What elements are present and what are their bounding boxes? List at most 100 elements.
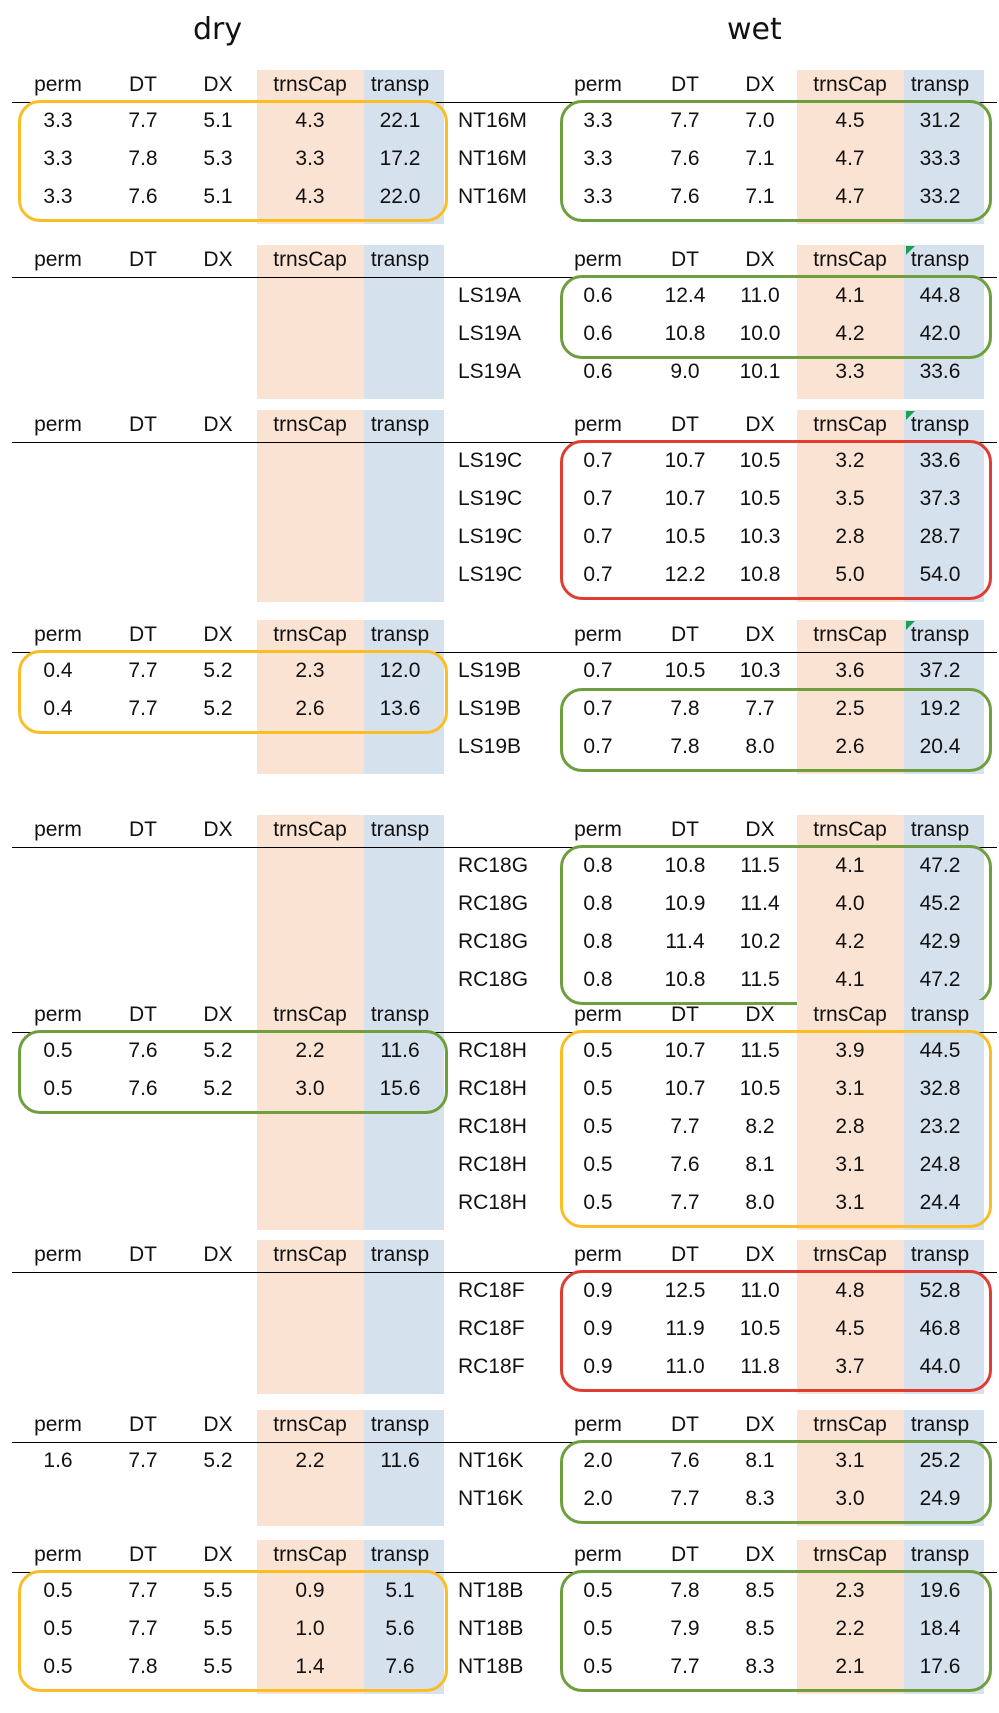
wet-cell: 2.0 [583, 1487, 613, 1510]
dry-cell: 5.2 [203, 659, 233, 682]
wet-cell: 2.5 [835, 697, 865, 720]
wet-cell: 11.4 [665, 930, 705, 953]
transp-column-band-wet [904, 70, 984, 224]
column-header: DT [129, 413, 157, 436]
sample-label: RC18G [458, 968, 529, 991]
sample-label: LS19A [458, 284, 522, 307]
wet-cell: 10.8 [664, 854, 706, 877]
trnscap-column-band-dry [257, 410, 364, 602]
column-header: perm [34, 248, 82, 271]
wet-cell: 4.1 [835, 284, 865, 307]
column-header: perm [574, 818, 622, 841]
wet-cell: 11.5 [740, 854, 780, 877]
wet-cell: 4.1 [835, 854, 865, 877]
wet-cell: 10.8 [664, 968, 706, 991]
column-header: transp [370, 413, 430, 436]
wet-cell: 28.7 [919, 525, 961, 548]
wet-cell: 0.5 [583, 1655, 613, 1678]
trnscap-column-band-dry [257, 245, 364, 399]
column-header: DT [671, 73, 699, 96]
dry-cell: 0.9 [295, 1579, 325, 1602]
sample-label: RC18G [458, 854, 529, 877]
header-rule [12, 102, 997, 103]
transp-column-band-wet [904, 1540, 984, 1694]
transp-column-band-wet [904, 1240, 984, 1394]
wet-cell: 2.0 [583, 1449, 613, 1472]
comment-marker-icon [906, 621, 915, 630]
column-header: DX [745, 1243, 775, 1266]
sample-label: NT16K [458, 1487, 524, 1510]
column-header: trnsCap [273, 248, 347, 271]
column-header: DX [203, 73, 233, 96]
wet-group-box [560, 1570, 992, 1692]
dry-cell: 0.5 [43, 1617, 73, 1640]
wet-cell: 3.0 [835, 1487, 865, 1510]
sample-label: NT16M [458, 147, 527, 170]
column-header: DX [203, 413, 233, 436]
column-header: trnsCap [273, 1243, 347, 1266]
column-header: DT [671, 248, 699, 271]
column-header: DX [203, 1243, 233, 1266]
wet-cell: 8.0 [745, 1191, 775, 1214]
dry-cell: 22.1 [379, 109, 421, 132]
sample-label: NT16K [458, 1449, 524, 1472]
column-header: perm [574, 1413, 622, 1436]
dry-cell: 5.6 [385, 1617, 415, 1640]
wet-cell: 11.5 [740, 968, 780, 991]
dry-cell: 7.7 [128, 109, 158, 132]
wet-cell: 7.8 [670, 1579, 700, 1602]
column-header: DT [129, 1003, 157, 1026]
dry-cell: 4.3 [295, 185, 325, 208]
wet-cell: 11.0 [665, 1355, 705, 1378]
wet-cell: 0.5 [583, 1153, 613, 1176]
dry-cell: 1.0 [295, 1617, 325, 1640]
dry-cell: 5.5 [203, 1617, 233, 1640]
wet-cell: 4.2 [835, 930, 865, 953]
wet-cell: 8.3 [745, 1655, 775, 1678]
column-header: perm [34, 818, 82, 841]
wet-cell: 42.0 [919, 322, 961, 345]
column-header: perm [34, 1003, 82, 1026]
wet-cell: 20.4 [919, 735, 961, 758]
dry-cell: 0.5 [43, 1039, 73, 1062]
wet-cell: 47.2 [919, 968, 961, 991]
wet-cell: 0.9 [583, 1355, 613, 1378]
dry-cell: 2.6 [295, 697, 325, 720]
wet-cell: 37.3 [919, 487, 961, 510]
column-header: transp [910, 1003, 970, 1026]
dry-cell: 5.5 [203, 1655, 233, 1678]
column-header: DX [745, 73, 775, 96]
column-header: transp [370, 1543, 430, 1566]
column-header: DT [129, 1243, 157, 1266]
column-header: trnsCap [813, 623, 887, 646]
dry-cell: 7.7 [128, 1579, 158, 1602]
column-header: trnsCap [813, 413, 887, 436]
sample-label: RC18F [458, 1317, 525, 1340]
column-header: trnsCap [813, 248, 887, 271]
dry-cell: 3.0 [295, 1077, 325, 1100]
wet-cell: 33.6 [919, 360, 961, 383]
wet-cell: 44.5 [919, 1039, 961, 1062]
dry-cell: 7.6 [128, 1077, 158, 1100]
wet-cell: 2.1 [835, 1655, 865, 1678]
dry-cell: 7.8 [128, 1655, 158, 1678]
transp-column-band-dry [364, 1540, 444, 1694]
transp-column-band-dry [364, 815, 444, 1007]
column-header: DT [671, 413, 699, 436]
wet-cell: 7.6 [670, 1449, 700, 1472]
column-header: DT [129, 818, 157, 841]
wet-cell: 24.4 [919, 1191, 961, 1214]
trnscap-column-band-wet [797, 1540, 904, 1694]
comment-marker-icon [906, 246, 915, 255]
wet-cell: 3.3 [583, 109, 613, 132]
wet-cell: 0.5 [583, 1191, 613, 1214]
column-header: trnsCap [273, 818, 347, 841]
wet-group-box [560, 440, 992, 600]
wet-cell: 3.7 [835, 1355, 865, 1378]
wet-cell: 11.8 [740, 1355, 780, 1378]
column-header: perm [574, 1243, 622, 1266]
wet-cell: 11.4 [740, 892, 780, 915]
dry-group-box [18, 100, 448, 222]
dry-group-box [18, 650, 448, 734]
column-header: DX [745, 248, 775, 271]
